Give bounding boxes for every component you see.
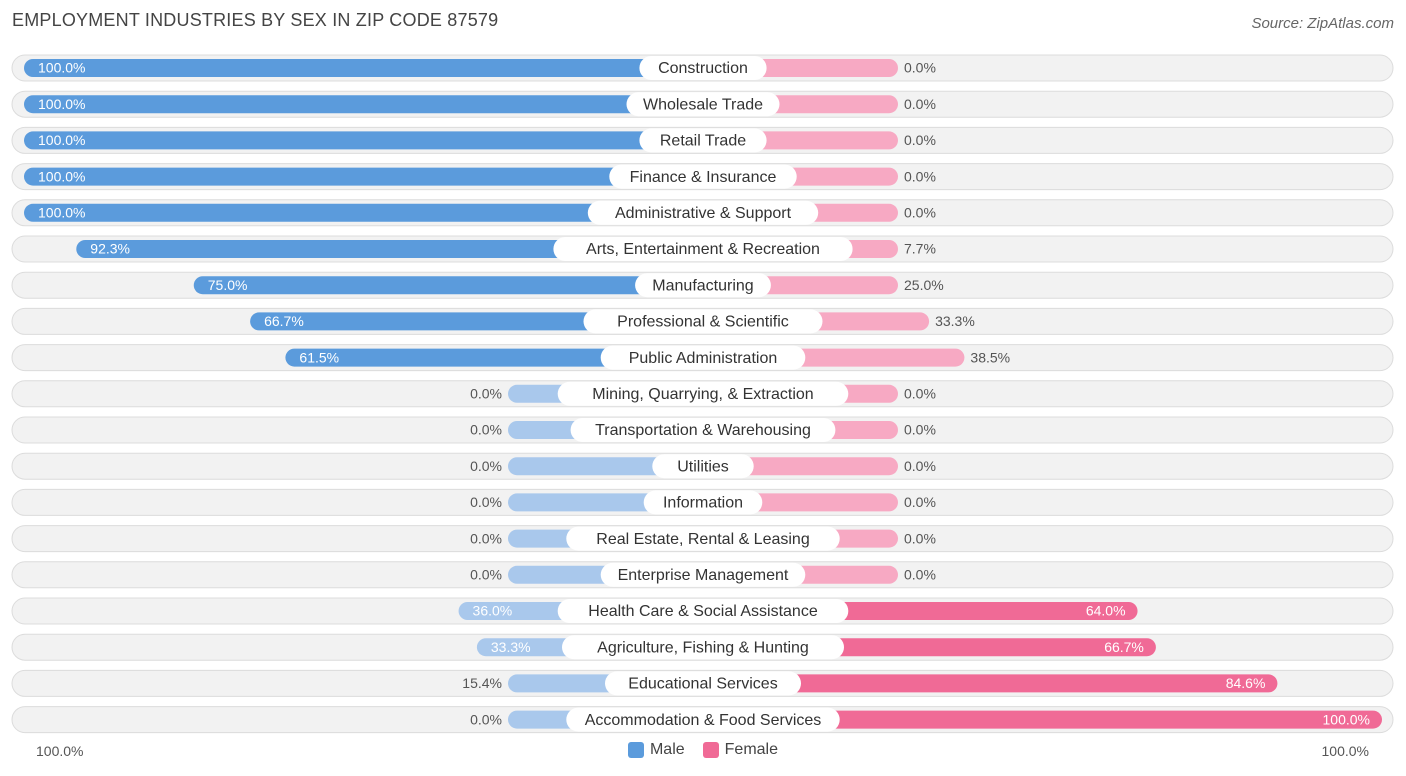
category-label: Educational Services <box>628 676 777 693</box>
category-label-background <box>600 562 806 587</box>
female-value-label: 0.0% <box>904 205 936 221</box>
legend-item-female: Female <box>702 741 779 759</box>
male-bar <box>24 167 703 186</box>
female-value-label: 0.0% <box>904 530 936 546</box>
male-value-label: 0.0% <box>470 458 502 474</box>
legend: Male Female <box>0 741 1406 759</box>
male-value-label: 36.0% <box>473 603 513 619</box>
category-label-background <box>626 92 780 117</box>
category-label-background <box>609 164 797 189</box>
axis-right-label: 100.0% <box>1321 743 1369 759</box>
male-value-label: 100.0% <box>38 168 85 184</box>
female-value-label: 0.0% <box>904 567 936 583</box>
male-value-label: 0.0% <box>470 386 502 402</box>
male-value-label: 66.7% <box>264 313 304 329</box>
category-label: Professional & Scientific <box>617 314 789 331</box>
category-label-background <box>553 237 853 261</box>
male-value-label: 15.4% <box>462 675 502 691</box>
female-value-label: 84.6% <box>1226 675 1266 691</box>
category-label-background <box>562 635 844 660</box>
male-bar <box>24 95 703 114</box>
category-label: Mining, Quarrying, & Extraction <box>592 386 813 403</box>
female-bar <box>703 674 1278 693</box>
category-label: Real Estate, Rental & Leasing <box>596 531 809 548</box>
female-value-label: 0.0% <box>904 132 936 148</box>
male-bar <box>285 348 703 367</box>
category-label-background <box>583 309 823 334</box>
category-label: Administrative & Support <box>615 205 792 222</box>
category-label-background <box>639 56 767 80</box>
male-value-label: 0.0% <box>470 530 502 546</box>
female-bar <box>703 710 1382 729</box>
category-label: Manufacturing <box>652 277 753 294</box>
male-bar <box>76 240 703 258</box>
male-bar <box>24 203 703 222</box>
female-value-label: 0.0% <box>904 494 936 510</box>
category-label-background <box>652 454 754 479</box>
female-value-label: 33.3% <box>935 313 975 329</box>
legend-item-male: Male <box>627 741 685 759</box>
legend-label-male: Male <box>649 741 685 758</box>
female-value-label: 0.0% <box>904 60 936 76</box>
category-label-background <box>643 490 763 515</box>
male-value-label: 0.0% <box>470 494 502 510</box>
female-value-label: 7.7% <box>904 241 936 257</box>
category-label-background <box>566 707 840 732</box>
category-label-background <box>566 526 840 551</box>
category-label: Public Administration <box>629 350 778 367</box>
category-label-background <box>570 418 836 442</box>
male-value-label: 92.3% <box>90 241 130 257</box>
male-value-label: 33.3% <box>491 639 531 655</box>
category-label-background <box>635 273 771 298</box>
category-label: Transportation & Warehousing <box>595 422 811 439</box>
female-value-label: 0.0% <box>904 422 936 438</box>
category-label: Health Care & Social Assistance <box>588 603 818 620</box>
female-value-label: 66.7% <box>1104 639 1144 655</box>
category-label-background <box>557 599 849 623</box>
female-value-label: 100.0% <box>1323 711 1370 727</box>
male-bar <box>24 131 703 150</box>
category-label: Enterprise Management <box>618 567 789 584</box>
male-value-label: 100.0% <box>38 132 85 148</box>
category-label: Utilities <box>677 458 729 475</box>
legend-label-female: Female <box>724 741 779 758</box>
category-label: Wholesale Trade <box>643 96 763 113</box>
category-label: Accommodation & Food Services <box>585 712 822 729</box>
category-label: Arts, Entertainment & Recreation <box>586 241 820 258</box>
category-label-background <box>600 345 806 370</box>
male-swatch <box>627 742 644 758</box>
category-label: Information <box>663 495 743 512</box>
male-value-label: 100.0% <box>38 205 85 221</box>
category-label: Finance & Insurance <box>630 169 777 186</box>
female-value-label: 0.0% <box>904 458 936 474</box>
category-label-background <box>557 381 849 406</box>
category-label-background <box>639 128 767 153</box>
female-value-label: 25.0% <box>904 277 944 293</box>
category-label: Construction <box>658 60 748 77</box>
male-value-label: 0.0% <box>470 422 502 438</box>
source-note: Source: ZipAtlas.com <box>1251 15 1394 32</box>
female-value-label: 0.0% <box>904 96 936 112</box>
axis-left-label: 100.0% <box>36 743 84 759</box>
male-value-label: 0.0% <box>470 567 502 583</box>
female-value-label: 38.5% <box>970 349 1010 365</box>
male-value-label: 61.5% <box>299 349 339 365</box>
chart-title: EMPLOYMENT INDUSTRIES BY SEX IN ZIP CODE… <box>12 10 499 30</box>
male-value-label: 100.0% <box>38 96 85 112</box>
female-value-label: 0.0% <box>904 386 936 402</box>
male-bar <box>24 59 703 77</box>
female-value-label: 0.0% <box>904 168 936 184</box>
male-value-label: 100.0% <box>38 60 85 76</box>
category-label: Agriculture, Fishing & Hunting <box>597 639 809 656</box>
male-value-label: 75.0% <box>208 277 248 293</box>
female-value-label: 64.0% <box>1086 603 1126 619</box>
male-value-label: 0.0% <box>470 711 502 727</box>
category-label-background <box>605 671 801 696</box>
category-label: Retail Trade <box>660 133 746 150</box>
male-bar <box>193 276 703 295</box>
female-swatch <box>702 742 719 758</box>
category-label-background <box>587 200 819 225</box>
